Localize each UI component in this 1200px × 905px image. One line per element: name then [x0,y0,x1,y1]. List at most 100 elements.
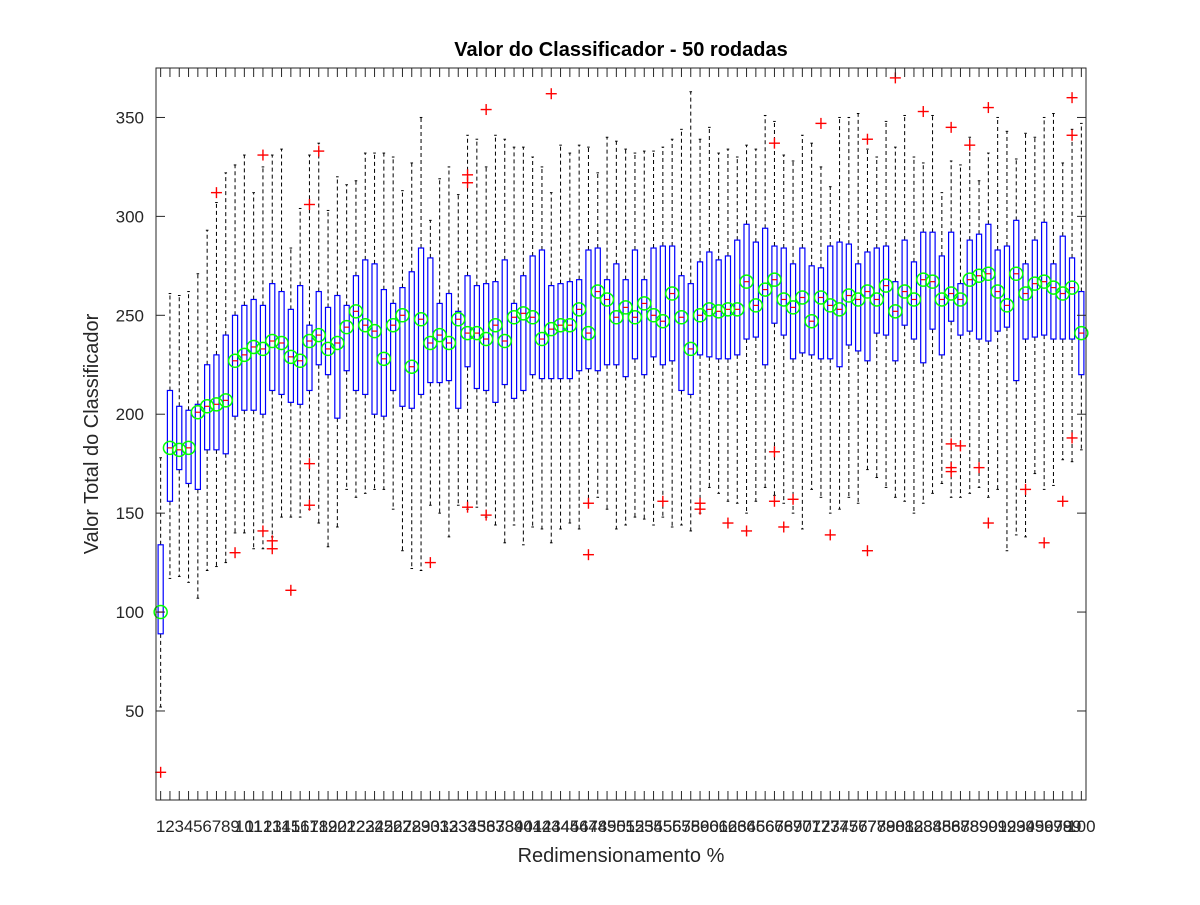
box-group-42 [538,166,546,530]
median-marker-circle [367,323,382,339]
outlier-marker [285,584,297,596]
x-tick-label: 48 [588,817,607,836]
box [538,249,546,380]
median-marker-circle [860,284,875,299]
x-tick-label: 75 [839,817,858,836]
median-marker-circle [730,302,745,317]
box [157,544,164,635]
median-marker-circle [767,272,782,287]
x-tick-label: 47 [579,817,598,836]
median-marker-circle [237,347,252,363]
median-marker-circle [664,286,680,301]
outlier-marker [424,557,436,569]
median-marker-circle [181,440,196,456]
median-marker-circle [488,317,503,333]
outlier-marker [210,187,222,199]
median-marker-circle [897,284,912,299]
box-group-89 [975,180,983,488]
box-group-86 [947,160,955,498]
box [417,247,425,396]
x-tick-label: 3 [175,817,184,836]
y-tick-label: 200 [116,405,144,424]
x-tick-label: 29 [412,817,431,836]
median-marker-circle [218,393,233,408]
x-tick-label: 16 [291,817,310,836]
box [687,283,694,396]
outlier-marker [778,521,790,533]
median-marker-circle [1009,266,1024,282]
box-group-2 [166,293,174,579]
box [343,304,350,372]
y-tick-label: 150 [116,504,144,523]
x-tick-label: 33 [449,817,468,836]
outlier-marker [768,137,780,149]
median-marker-circle [795,290,810,305]
x-tick-label: 1 [156,817,165,836]
box [362,259,369,396]
median-marker-circle [330,335,345,351]
median-marker-circle [376,351,392,367]
median-marker-circle [311,327,326,343]
median-marker-circle [581,325,596,341]
outlier-marker [303,199,315,211]
box-group-16 [296,207,304,518]
x-tick-label: 94 [1016,817,1035,836]
median-marker-circle [162,440,178,456]
box-group-45 [566,152,574,524]
median-marker-circle [971,268,987,283]
box-group-39 [510,146,518,526]
box [231,314,239,417]
median-marker-circle [562,317,578,333]
median-marker-circle [246,339,261,355]
outlier-marker [945,121,957,133]
box-group-1 [157,457,164,708]
x-tick-label: 17 [300,817,319,836]
x-tick-label: 82 [904,817,923,836]
box [176,405,183,471]
box [482,283,490,392]
x-tick-label: 27 [393,817,412,836]
box [1040,221,1048,336]
x-tick-label: 63 [728,817,747,836]
median-marker-circle [553,317,568,333]
outlier-marker [1038,537,1050,549]
outlier-marker [982,517,994,529]
box [994,249,1001,332]
median-marker-circle [265,333,280,349]
plot-layer [153,72,1089,778]
outlier-marker [787,493,799,505]
x-tick-label: 79 [877,817,896,836]
box-group-67 [771,120,778,496]
median-marker-circle [999,298,1015,313]
box-group-26 [389,156,397,510]
box [678,275,685,392]
median-marker-circle [153,604,168,620]
box-group-93 [1013,158,1020,536]
median-marker-circle [813,290,829,305]
box-group-73 [827,186,834,514]
x-tick-label: 78 [867,817,886,836]
median-marker-circle [850,292,866,307]
x-tick-label: 64 [737,817,756,836]
box [1031,239,1039,338]
box [864,251,871,362]
x-tick-label: 68 [774,817,793,836]
outlier-marker [973,462,985,474]
x-tick-label: 28 [402,817,421,836]
median-marker-circle [878,278,894,293]
median-marker-circle [1064,280,1080,295]
outlier-marker [694,503,706,515]
box-group-36 [482,166,490,518]
box [892,281,899,362]
median-marker-circle [804,313,819,329]
outlier-marker [155,766,167,778]
box-group-80 [892,146,899,498]
box-group-97 [1050,113,1057,486]
outlier-marker [582,497,594,509]
box-group-82 [910,156,918,514]
x-tick-label: 80 [886,817,905,836]
x-tick-label: 40 [514,817,533,836]
box [241,304,248,411]
